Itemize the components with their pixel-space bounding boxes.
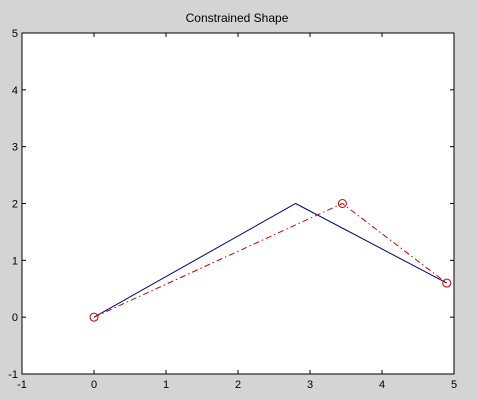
x-tick-label: 4: [379, 379, 385, 391]
x-tick-label: 3: [307, 379, 313, 391]
y-tick-label: -1: [8, 369, 18, 381]
x-tick-label: 1: [163, 379, 169, 391]
chart-title: Constrained Shape: [186, 11, 289, 25]
plot-area: [22, 33, 454, 374]
y-tick-label: 3: [12, 142, 18, 154]
y-tick-label: 5: [12, 28, 18, 40]
x-tick-label: 2: [235, 379, 241, 391]
x-tick-label: -1: [17, 379, 27, 391]
y-tick-label: 0: [12, 312, 18, 324]
y-tick-label: 4: [12, 85, 18, 97]
x-tick-label: 0: [91, 379, 97, 391]
y-tick-label: 2: [12, 199, 18, 211]
y-tick-label: 1: [12, 255, 18, 267]
x-tick-label: 5: [451, 379, 457, 391]
